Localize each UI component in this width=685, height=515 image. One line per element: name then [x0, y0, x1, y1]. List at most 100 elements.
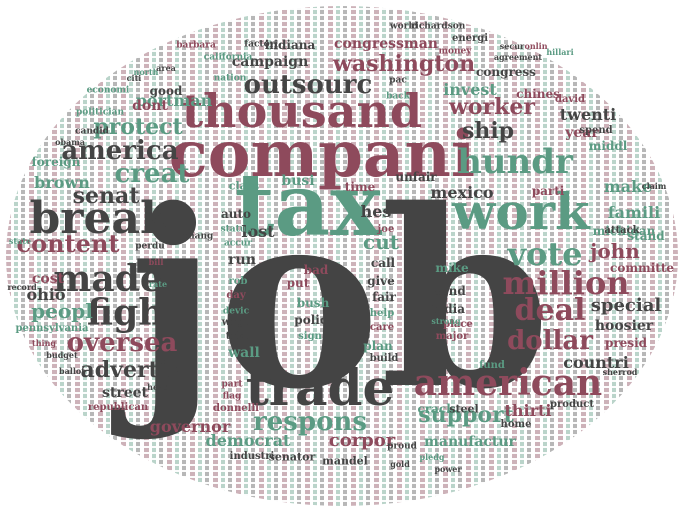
word-break: break — [29, 193, 171, 244]
word-donnelli: donnelli — [213, 403, 259, 414]
small-words-background — [6, 6, 678, 506]
word-obama: obama — [55, 137, 85, 147]
word-peopl: peopl — [31, 299, 93, 323]
word-back: back — [386, 91, 410, 102]
word-mexico: mexico — [430, 183, 494, 202]
word-barbara: barbara — [176, 40, 216, 51]
word-make: make — [603, 177, 653, 196]
word-attack: attack — [604, 225, 640, 236]
word-bill: bill — [148, 257, 164, 267]
word-steel: steel — [449, 402, 479, 416]
word-run: run — [228, 252, 256, 268]
word-fight: fight — [86, 292, 182, 334]
word-state: state — [8, 236, 32, 246]
word-politician: politician — [76, 107, 124, 118]
word-ballot: ballot — [59, 366, 85, 376]
word-india: india — [430, 302, 466, 316]
word-energi: energi — [451, 33, 489, 44]
word-fair: fair — [372, 290, 396, 304]
word-sherrod: sherrod — [602, 367, 638, 377]
word-work: work — [452, 182, 590, 241]
word-citi: citi — [126, 73, 142, 83]
word-invest: invest — [443, 80, 497, 99]
word-john: john — [590, 239, 640, 263]
word-call: call — [370, 256, 396, 270]
word-senator: senator — [268, 450, 316, 464]
word-money: money — [438, 46, 472, 57]
word-job: job — [129, 156, 551, 443]
word-worker: worker — [448, 94, 536, 120]
word-ohio: ohio — [26, 285, 66, 304]
word-put: put — [286, 276, 310, 290]
word-governor: governor — [149, 417, 231, 436]
word-factori: factori — [244, 39, 278, 50]
word-auto: auto — [220, 207, 252, 221]
word-street: street — [101, 385, 149, 401]
word-sign: sign — [298, 331, 322, 342]
word-crack: crack — [417, 402, 455, 416]
word-claim: claim — [641, 181, 667, 191]
word-republican: republican — [87, 402, 149, 413]
word-washington: washington — [332, 51, 476, 77]
word-presid: presid — [604, 336, 648, 350]
word-bad: bad — [303, 263, 329, 277]
word-content: content — [16, 229, 120, 258]
word-hes: hes — [360, 202, 392, 221]
word-indiana: indiana — [264, 38, 316, 52]
word-respons: respons — [253, 407, 367, 437]
word-economi: economi — [86, 85, 130, 96]
word-good: good — [149, 84, 183, 98]
word-home: home — [500, 419, 532, 430]
word-cost: cost — [31, 271, 65, 287]
word-flag: flag — [222, 391, 242, 402]
word-accur: accur — [223, 238, 253, 249]
word-american: american — [413, 362, 603, 404]
word-creat: creat — [114, 159, 190, 189]
word-cut: cut — [363, 230, 399, 254]
word-spend: spend — [579, 125, 613, 136]
word-take: take — [225, 331, 251, 342]
word-hoosier: hoosier — [594, 318, 654, 334]
word-lost: lost — [241, 222, 275, 241]
word-secur: secur — [499, 41, 525, 51]
word-countri: countri — [563, 353, 629, 372]
word-trade: trade — [245, 358, 395, 417]
word-world: world — [389, 21, 419, 32]
word-time: time — [344, 180, 376, 194]
word-million: million — [502, 264, 630, 302]
word-twenti: twenti — [559, 105, 617, 124]
word-pennsylvania: pennsylvania — [15, 323, 89, 334]
word-joe: joe — [377, 224, 395, 235]
word-polici: polici — [294, 313, 332, 327]
word-industri: industri — [229, 451, 275, 462]
word-manufactur: manufactur — [424, 434, 516, 450]
word-nation: nation — [213, 73, 247, 84]
word-richardson: richardson — [410, 21, 466, 32]
word-area: area — [156, 63, 176, 73]
word-michigan: michigan — [592, 224, 656, 238]
word-pac: pac — [389, 75, 407, 86]
word-mandel: mandel — [322, 454, 368, 468]
word-thing: thing — [32, 338, 56, 348]
word-unfair: unfair — [395, 170, 437, 184]
word-special: special — [590, 295, 662, 316]
word-head: head — [147, 382, 169, 392]
word-major: major — [435, 331, 469, 342]
word-candid: candid — [75, 126, 109, 137]
word-budget: budget — [46, 350, 78, 360]
word-proud: proud — [387, 441, 417, 452]
word-wage: wage — [221, 317, 251, 328]
word-bush: bush — [296, 296, 330, 310]
word-give: give — [367, 274, 395, 288]
word-committe: committe — [610, 261, 674, 275]
word-gold: gold — [390, 459, 410, 469]
word-thirti: thirti — [504, 401, 552, 420]
word-vote: vote — [507, 235, 583, 273]
word-thousand: thousand — [181, 84, 423, 138]
word-help: help — [369, 308, 395, 319]
word-outsourc: outsourc — [243, 70, 373, 100]
word-compani: compani — [168, 117, 476, 192]
word-california: california — [203, 52, 253, 63]
word-pledg: pledg — [419, 452, 445, 462]
